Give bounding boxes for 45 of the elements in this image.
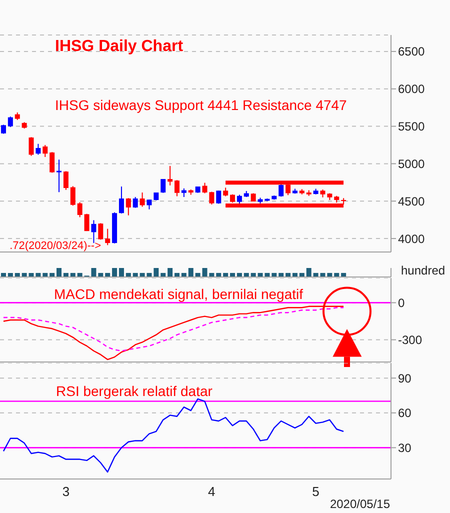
- candlestick: [174, 180, 180, 197]
- candlestick: [50, 152, 55, 174]
- y-tick-label: 60: [398, 406, 412, 420]
- candlestick: [132, 196, 138, 208]
- y-tick-label: 4000: [398, 232, 426, 246]
- y-tick-label: 4500: [398, 194, 426, 208]
- candlestick: [216, 190, 222, 204]
- candlestick: [8, 116, 13, 128]
- candlestick: [28, 136, 34, 156]
- y-tick-label: 30: [398, 440, 412, 455]
- text: 2020/05/15: [330, 497, 390, 511]
- annotation: RSI bergerak relatif datar: [56, 383, 213, 399]
- line-series: [2, 398, 344, 473]
- candlestick: [278, 183, 284, 198]
- candlestick: [63, 170, 68, 190]
- candlestick: [118, 186, 124, 214]
- y-tick-label: 6000: [398, 82, 426, 96]
- candlestick: [146, 199, 152, 210]
- candlestick: [42, 144, 48, 158]
- candlestick: [98, 222, 104, 240]
- candlestick: [126, 198, 131, 216]
- annotation: MACD mendekati signal, bernilai negatif: [54, 286, 304, 302]
- candlestick: [105, 228, 110, 246]
- candlestick: [36, 143, 41, 156]
- y-tick-label: 90: [398, 371, 412, 386]
- candlestick: [77, 202, 82, 218]
- y-axis-title: hundred: [401, 264, 446, 278]
- y-tick-label: -300: [398, 333, 422, 348]
- x-tick-label: 5: [312, 484, 320, 500]
- annotation: .72(2020/03/24)-->: [10, 240, 101, 252]
- candlestick: [160, 178, 166, 194]
- chart-title: IHSG Daily Chart: [55, 38, 184, 55]
- x-tick-label: 3: [62, 484, 70, 500]
- y-tick-label: 0: [398, 296, 405, 310]
- line-series: [2, 307, 344, 352]
- y-tick-label: 5000: [398, 156, 426, 171]
- y-tick-label: 6500: [398, 44, 426, 59]
- annotation: IHSG sideways Support 4441 Resistance 4747: [55, 97, 348, 113]
- candlestick: [140, 192, 145, 208]
- x-tick-label: 4: [208, 484, 216, 500]
- candlestick: [56, 159, 62, 193]
- y-tick-label: 5500: [398, 120, 426, 134]
- candlestick: [168, 165, 173, 186]
- candlestick: [70, 186, 76, 206]
- line-series: [2, 306, 344, 360]
